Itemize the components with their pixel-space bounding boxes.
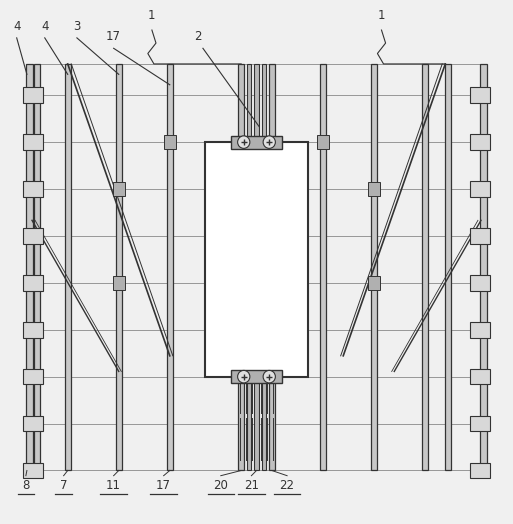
Bar: [470, 88, 490, 103]
Text: 7: 7: [60, 478, 67, 492]
Bar: [368, 276, 380, 290]
Bar: [481, 64, 487, 471]
Text: 11: 11: [106, 478, 121, 492]
Bar: [470, 134, 490, 150]
Text: 1: 1: [378, 9, 385, 22]
Bar: [470, 416, 490, 431]
Bar: [371, 64, 377, 471]
Bar: [320, 64, 326, 471]
Bar: [368, 182, 380, 196]
Bar: [23, 369, 43, 385]
Bar: [23, 88, 43, 103]
Bar: [34, 64, 40, 471]
Text: 2: 2: [194, 30, 202, 43]
Circle shape: [238, 136, 250, 148]
Text: 17: 17: [106, 30, 121, 43]
Text: 3: 3: [73, 20, 81, 32]
Bar: [254, 64, 259, 471]
Bar: [231, 370, 282, 383]
Bar: [115, 64, 122, 471]
Bar: [26, 64, 32, 471]
Circle shape: [263, 136, 275, 148]
Bar: [23, 181, 43, 197]
Bar: [164, 135, 176, 149]
Circle shape: [263, 370, 275, 383]
Bar: [470, 228, 490, 244]
Bar: [238, 64, 244, 471]
Bar: [470, 463, 490, 478]
Bar: [470, 322, 490, 337]
Text: 20: 20: [213, 478, 228, 492]
Bar: [23, 416, 43, 431]
Bar: [231, 136, 282, 149]
Circle shape: [238, 370, 250, 383]
Bar: [167, 64, 173, 471]
Bar: [113, 182, 125, 196]
Bar: [247, 64, 251, 471]
Bar: [23, 228, 43, 244]
Bar: [113, 276, 125, 290]
Bar: [23, 134, 43, 150]
Bar: [206, 142, 307, 377]
Text: 21: 21: [244, 478, 259, 492]
Bar: [23, 463, 43, 478]
Bar: [262, 64, 266, 471]
Bar: [269, 64, 275, 471]
Bar: [65, 64, 71, 471]
Text: 4: 4: [13, 20, 21, 32]
Bar: [470, 369, 490, 385]
Bar: [470, 275, 490, 291]
Text: 8: 8: [22, 478, 30, 492]
Text: 1: 1: [148, 9, 155, 22]
Bar: [317, 135, 329, 149]
Bar: [445, 64, 451, 471]
Text: 4: 4: [41, 20, 49, 32]
Bar: [470, 181, 490, 197]
Text: 17: 17: [156, 478, 171, 492]
Bar: [23, 275, 43, 291]
Text: 22: 22: [280, 478, 294, 492]
Bar: [23, 322, 43, 337]
Bar: [422, 64, 428, 471]
